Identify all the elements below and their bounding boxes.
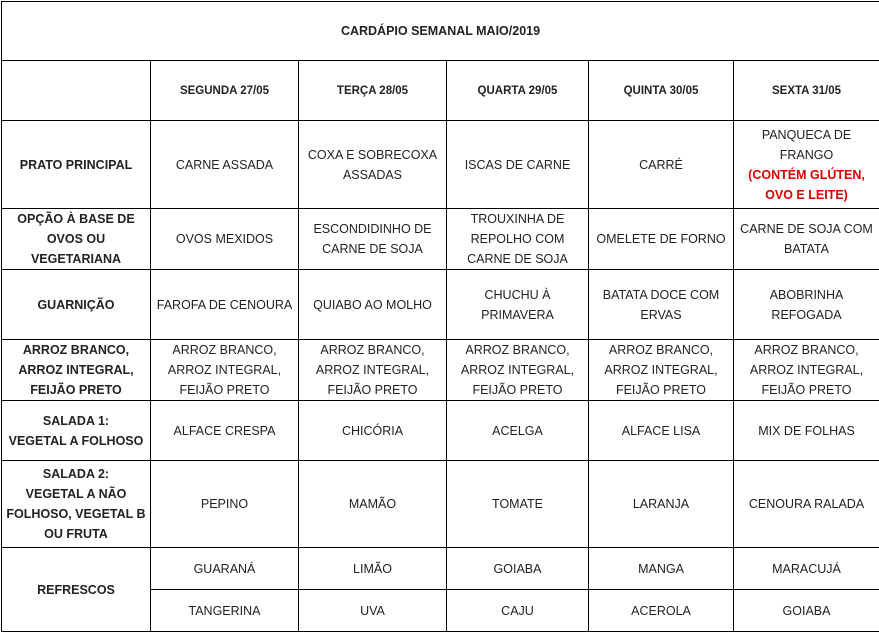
menu-cell: TROUXINHA DE REPOLHO COM CARNE DE SOJA xyxy=(447,209,589,270)
menu-cell: MIX DE FOLHAS xyxy=(734,401,879,461)
menu-cell: GUARANÁ xyxy=(151,548,299,590)
menu-cell: MARACUJÁ xyxy=(734,548,879,590)
menu-cell: MANGA xyxy=(589,548,734,590)
menu-cell: CARRÉ xyxy=(589,121,734,209)
menu-cell: TANGERINA xyxy=(151,590,299,632)
menu-cell: ABOBRINHA REFOGADA xyxy=(734,270,879,340)
menu-cell: CENOURA RALADA xyxy=(734,461,879,548)
row-label: ARROZ BRANCO, ARROZ INTEGRAL, FEIJÃO PRE… xyxy=(2,340,151,401)
menu-cell: TOMATE xyxy=(447,461,589,548)
menu-cell: OVOS MEXIDOS xyxy=(151,209,299,270)
menu-cell: MAMÃO xyxy=(299,461,447,548)
table-row: OPÇÃO À BASE DE OVOS OU VEGETARIANA OVOS… xyxy=(2,209,879,270)
day-header: QUARTA 29/05 xyxy=(447,61,589,121)
header-empty xyxy=(2,61,151,121)
row-label: OPÇÃO À BASE DE OVOS OU VEGETARIANA xyxy=(2,209,151,270)
menu-cell: ACEROLA xyxy=(589,590,734,632)
menu-cell: PANQUECA DE FRANGO(CONTÉM GLÚTEN, OVO E … xyxy=(734,121,879,209)
table-row: REFRESCOS GUARANÁ LIMÃO GOIABA MANGA MAR… xyxy=(2,548,879,590)
menu-cell: GOIABA xyxy=(447,548,589,590)
menu-cell: ARROZ BRANCO, ARROZ INTEGRAL, FEIJÃO PRE… xyxy=(151,340,299,401)
table-row: PRATO PRINCIPAL CARNE ASSADA COXA E SOBR… xyxy=(2,121,879,209)
menu-cell: LIMÃO xyxy=(299,548,447,590)
table-row: ARROZ BRANCO, ARROZ INTEGRAL, FEIJÃO PRE… xyxy=(2,340,879,401)
dish-text: PANQUECA DE FRANGO xyxy=(762,128,851,162)
menu-cell: ESCONDIDINHO DE CARNE DE SOJA xyxy=(299,209,447,270)
menu-title: CARDÁPIO SEMANAL MAIO/2019 xyxy=(2,2,879,61)
row-label: SALADA 2: VEGETAL A NÃO FOLHOSO, VEGETAL… xyxy=(2,461,151,548)
menu-cell: ISCAS DE CARNE xyxy=(447,121,589,209)
menu-cell: CHICÓRIA xyxy=(299,401,447,461)
row-label: PRATO PRINCIPAL xyxy=(2,121,151,209)
menu-cell: ARROZ BRANCO, ARROZ INTEGRAL, FEIJÃO PRE… xyxy=(299,340,447,401)
menu-cell: CARNE ASSADA xyxy=(151,121,299,209)
allergen-warning: (CONTÉM GLÚTEN, OVO E LEITE) xyxy=(736,165,877,205)
day-header: SEGUNDA 27/05 xyxy=(151,61,299,121)
row-label: REFRESCOS xyxy=(2,548,151,632)
menu-cell: UVA xyxy=(299,590,447,632)
header-row: SEGUNDA 27/05 TERÇA 28/05 QUARTA 29/05 Q… xyxy=(2,61,879,121)
menu-cell: PEPINO xyxy=(151,461,299,548)
row-label: SALADA 1: VEGETAL A FOLHOSO xyxy=(2,401,151,461)
menu-cell: BATATA DOCE COM ERVAS xyxy=(589,270,734,340)
menu-cell: QUIABO AO MOLHO xyxy=(299,270,447,340)
menu-cell: LARANJA xyxy=(589,461,734,548)
menu-cell: FAROFA DE CENOURA xyxy=(151,270,299,340)
table-row: SALADA 1: VEGETAL A FOLHOSO ALFACE CRESP… xyxy=(2,401,879,461)
day-header: QUINTA 30/05 xyxy=(589,61,734,121)
day-header: TERÇA 28/05 xyxy=(299,61,447,121)
menu-cell: CARNE DE SOJA COM BATATA xyxy=(734,209,879,270)
menu-cell: ARROZ BRANCO, ARROZ INTEGRAL, FEIJÃO PRE… xyxy=(589,340,734,401)
menu-cell: CHUCHU À PRIMAVERA xyxy=(447,270,589,340)
menu-cell: ACELGA xyxy=(447,401,589,461)
menu-cell: ALFACE CRESPA xyxy=(151,401,299,461)
day-header: SEXTA 31/05 xyxy=(734,61,879,121)
table-row: SALADA 2: VEGETAL A NÃO FOLHOSO, VEGETAL… xyxy=(2,461,879,548)
menu-cell: ARROZ BRANCO, ARROZ INTEGRAL, FEIJÃO PRE… xyxy=(447,340,589,401)
row-label: GUARNIÇÃO xyxy=(2,270,151,340)
table-row: GUARNIÇÃO FAROFA DE CENOURA QUIABO AO MO… xyxy=(2,270,879,340)
menu-cell: CAJU xyxy=(447,590,589,632)
menu-cell: GOIABA xyxy=(734,590,879,632)
menu-cell: ARROZ BRANCO, ARROZ INTEGRAL, FEIJÃO PRE… xyxy=(734,340,879,401)
menu-cell: COXA E SOBRECOXA ASSADAS xyxy=(299,121,447,209)
menu-cell: OMELETE DE FORNO xyxy=(589,209,734,270)
menu-cell: ALFACE LISA xyxy=(589,401,734,461)
